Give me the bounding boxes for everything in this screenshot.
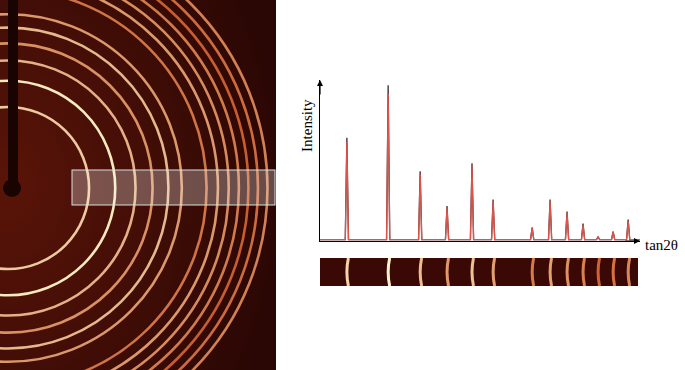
svg-text:tan2θ: tan2θ (645, 237, 678, 253)
svg-text:Intensity: Intensity (300, 99, 315, 152)
